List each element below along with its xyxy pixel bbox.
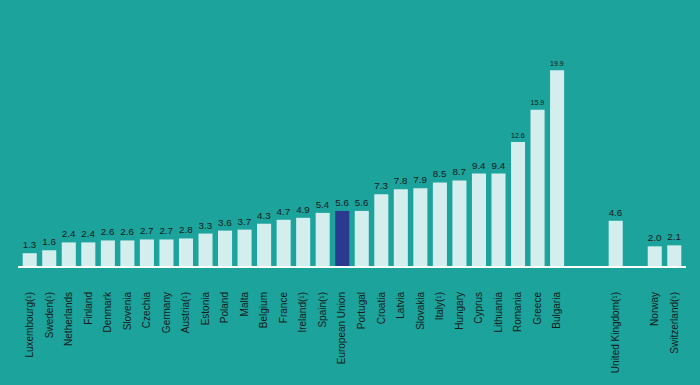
- svg-text:Estonia: Estonia: [200, 292, 211, 326]
- svg-text:Italy(¹): Italy(¹): [434, 292, 445, 320]
- svg-text:19.9: 19.9: [550, 60, 564, 67]
- svg-text:1.3: 1.3: [23, 239, 37, 250]
- svg-text:Slovakia: Slovakia: [415, 292, 426, 330]
- svg-text:4.9: 4.9: [296, 204, 310, 215]
- svg-text:5.4: 5.4: [316, 199, 330, 210]
- svg-text:Finland: Finland: [83, 292, 94, 325]
- svg-text:4.3: 4.3: [257, 210, 271, 221]
- svg-text:7.8: 7.8: [394, 175, 408, 186]
- svg-text:2.4: 2.4: [62, 228, 76, 239]
- svg-text:2.7: 2.7: [159, 225, 173, 236]
- svg-text:7.3: 7.3: [374, 180, 388, 191]
- svg-text:4.6: 4.6: [609, 207, 623, 218]
- svg-text:Slovenia: Slovenia: [122, 292, 133, 331]
- svg-text:3.7: 3.7: [238, 216, 252, 227]
- svg-text:2.8: 2.8: [179, 224, 193, 235]
- svg-text:2.7: 2.7: [140, 225, 154, 236]
- svg-text:Czechia: Czechia: [141, 292, 152, 329]
- svg-text:Cyprus: Cyprus: [473, 292, 484, 324]
- svg-text:2.6: 2.6: [120, 226, 134, 237]
- svg-text:Croatia: Croatia: [376, 292, 387, 325]
- svg-text:1.6: 1.6: [42, 236, 56, 247]
- svg-text:Ireland(¹): Ireland(¹): [297, 292, 308, 333]
- svg-text:Malta: Malta: [239, 292, 250, 317]
- svg-text:2.0: 2.0: [648, 232, 662, 243]
- svg-text:Portugal: Portugal: [356, 292, 367, 329]
- svg-text:5.6: 5.6: [335, 197, 349, 208]
- svg-text:Poland: Poland: [219, 292, 230, 323]
- svg-text:8.5: 8.5: [433, 168, 447, 179]
- svg-text:5.6: 5.6: [355, 197, 369, 208]
- svg-text:Switzerland(¹): Switzerland(¹): [669, 292, 680, 354]
- svg-text:Greece: Greece: [532, 292, 543, 325]
- svg-text:7.9: 7.9: [413, 174, 427, 185]
- svg-text:12.6: 12.6: [511, 132, 525, 139]
- svg-text:15.9: 15.9: [531, 99, 545, 106]
- svg-text:European Union: European Union: [336, 292, 347, 364]
- svg-text:Bulgaria: Bulgaria: [551, 292, 562, 329]
- svg-text:9.4: 9.4: [491, 160, 505, 171]
- svg-text:Latvia: Latvia: [395, 292, 406, 319]
- svg-text:8.7: 8.7: [452, 166, 466, 177]
- svg-text:Austria(¹): Austria(¹): [180, 292, 191, 333]
- svg-text:Netherlands: Netherlands: [63, 292, 74, 346]
- svg-text:Lithuania: Lithuania: [493, 292, 504, 333]
- svg-text:4.7: 4.7: [277, 206, 291, 217]
- svg-text:2.1: 2.1: [667, 231, 681, 242]
- svg-text:2.6: 2.6: [101, 226, 115, 237]
- svg-text:Spain(¹): Spain(¹): [317, 292, 328, 328]
- svg-text:Norway: Norway: [649, 292, 660, 326]
- svg-text:France: France: [278, 292, 289, 324]
- svg-text:Romania: Romania: [512, 292, 523, 332]
- svg-text:Germany: Germany: [161, 292, 172, 333]
- svg-text:United Kingdom(¹): United Kingdom(¹): [610, 292, 621, 373]
- svg-text:3.3: 3.3: [198, 220, 212, 231]
- svg-text:9.4: 9.4: [472, 160, 486, 171]
- svg-text:2.4: 2.4: [81, 228, 95, 239]
- svg-text:Sweden(¹): Sweden(¹): [44, 292, 55, 338]
- svg-text:Belgium: Belgium: [258, 292, 269, 328]
- svg-text:Luxembourg(¹): Luxembourg(¹): [24, 292, 35, 358]
- svg-text:3.6: 3.6: [218, 217, 232, 228]
- svg-text:Hungary: Hungary: [454, 292, 465, 330]
- svg-text:Denmark: Denmark: [102, 291, 113, 333]
